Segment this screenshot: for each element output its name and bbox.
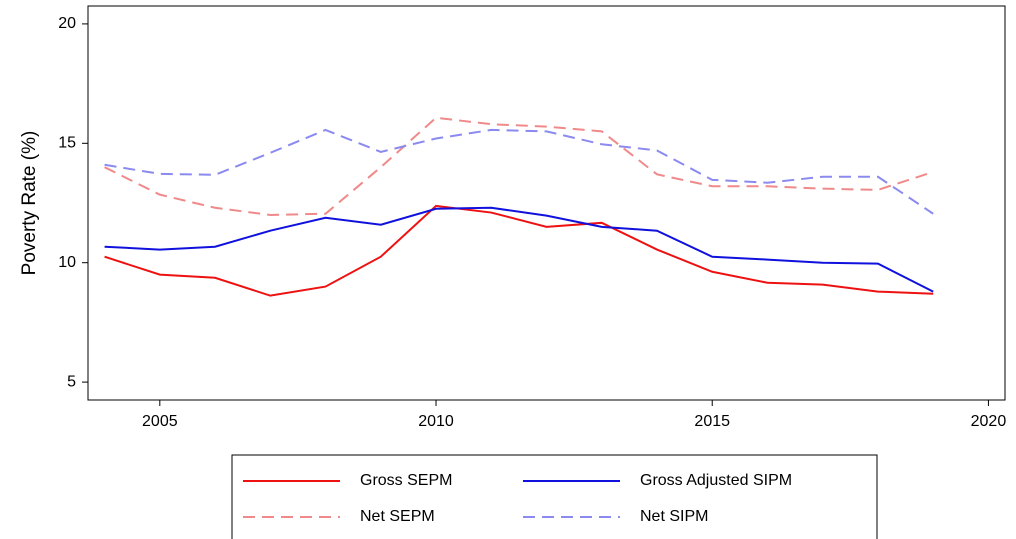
x-tick-label: 2005: [142, 413, 178, 430]
series-line: [104, 116, 934, 216]
series-line: [104, 128, 934, 215]
y-tick-label: 5: [67, 373, 76, 390]
plot-frame: [87, 5, 1006, 401]
y-tick-label: 20: [58, 15, 76, 32]
series-line: [104, 206, 934, 293]
legend-label: Net SEPM: [360, 508, 435, 525]
legend-label: Gross SEPM: [360, 472, 452, 489]
legend: [231, 454, 878, 539]
y-tick-label: 15: [58, 135, 76, 152]
y-axis-label: Poverty Rate (%): [19, 131, 40, 276]
y-tick-label: 10: [58, 254, 76, 271]
legend-label: Net SIPM: [640, 508, 708, 525]
x-tick-label: 2015: [694, 413, 730, 430]
x-tick-label: 2020: [971, 413, 1007, 430]
series-line: [104, 204, 934, 297]
x-tick-label: 2010: [418, 413, 454, 430]
legend-label: Gross Adjusted SIPM: [640, 472, 792, 489]
